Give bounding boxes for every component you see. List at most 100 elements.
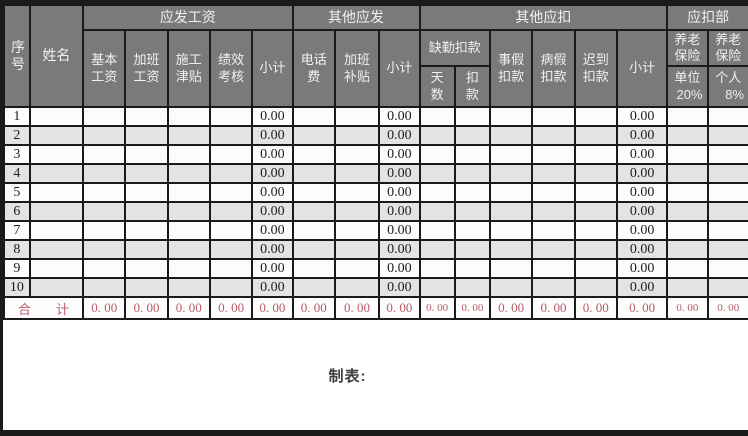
total-subtotal-other-payable[interactable]: 0. 00 [378,296,421,320]
cell-construction-allowance[interactable] [166,239,211,260]
cell-late-arrival[interactable] [573,258,618,279]
cell-overtime-salary[interactable] [124,220,169,241]
cell-num[interactable]: 7 [1,220,31,241]
cell-personal-leave[interactable] [488,163,534,184]
cell-num[interactable]: 8 [1,239,31,260]
cell-pension-employer[interactable] [666,277,709,298]
cell-base-salary[interactable] [82,239,127,260]
cell-subtotal-deduction[interactable]: 0.00 [615,201,669,222]
cell-subtotal-other-payable[interactable]: 0.00 [378,201,421,222]
cell-absence-amount[interactable] [453,277,492,298]
cell-phone-fee[interactable] [291,182,336,203]
cell-construction-allowance[interactable] [166,163,211,184]
cell-absence-amount[interactable] [453,144,492,165]
cell-subtotal-payable[interactable]: 0.00 [251,258,294,279]
cell-sick-leave[interactable] [531,163,576,184]
cell-subtotal-deduction[interactable]: 0.00 [615,277,669,298]
cell-absence-days[interactable] [418,277,456,298]
cell-subtotal-deduction[interactable]: 0.00 [615,239,669,260]
cell-num[interactable]: 5 [1,182,31,203]
cell-late-arrival[interactable] [573,239,618,260]
cell-overtime-salary[interactable] [124,163,169,184]
cell-performance-review[interactable] [208,106,254,127]
cell-absence-amount[interactable] [453,106,492,127]
cell-construction-allowance[interactable] [166,182,211,203]
cell-absence-days[interactable] [418,239,456,260]
cell-subtotal-payable[interactable]: 0.00 [251,125,294,146]
cell-subtotal-other-payable[interactable]: 0.00 [378,277,421,298]
cell-subtotal-deduction[interactable]: 0.00 [615,220,669,241]
cell-base-salary[interactable] [82,277,127,298]
cell-personal-leave[interactable] [488,125,534,146]
cell-phone-fee[interactable] [291,144,336,165]
cell-personal-leave[interactable] [488,258,534,279]
cell-overtime-salary[interactable] [124,106,169,127]
total-phone-fee[interactable]: 0. 00 [291,296,336,320]
cell-phone-fee[interactable] [291,239,336,260]
cell-pension-personal[interactable] [706,125,748,146]
cell-personal-leave[interactable] [488,201,534,222]
total-base-salary[interactable]: 0. 00 [82,296,127,320]
cell-overtime-allowance[interactable] [333,163,381,184]
cell-sick-leave[interactable] [531,201,576,222]
cell-performance-review[interactable] [208,277,254,298]
cell-pension-employer[interactable] [666,125,709,146]
cell-base-salary[interactable] [82,182,127,203]
cell-absence-days[interactable] [418,106,456,127]
cell-absence-days[interactable] [418,144,456,165]
cell-subtotal-payable[interactable]: 0.00 [251,239,294,260]
cell-overtime-salary[interactable] [124,125,169,146]
cell-subtotal-payable[interactable]: 0.00 [251,220,294,241]
cell-construction-allowance[interactable] [166,258,211,279]
cell-personal-leave[interactable] [488,106,534,127]
cell-base-salary[interactable] [82,201,127,222]
cell-name[interactable] [28,277,85,298]
cell-phone-fee[interactable] [291,277,336,298]
cell-subtotal-deduction[interactable]: 0.00 [615,258,669,279]
cell-overtime-allowance[interactable] [333,125,381,146]
cell-pension-personal[interactable] [706,201,748,222]
cell-sick-leave[interactable] [531,144,576,165]
cell-subtotal-deduction[interactable]: 0.00 [615,106,669,127]
cell-overtime-salary[interactable] [124,182,169,203]
cell-phone-fee[interactable] [291,201,336,222]
cell-absence-days[interactable] [418,201,456,222]
cell-late-arrival[interactable] [573,220,618,241]
cell-num[interactable]: 6 [1,201,31,222]
cell-absence-days[interactable] [418,163,456,184]
cell-absence-days[interactable] [418,220,456,241]
total-overtime-salary[interactable]: 0. 00 [124,296,169,320]
cell-phone-fee[interactable] [291,125,336,146]
cell-absence-amount[interactable] [453,125,492,146]
cell-phone-fee[interactable] [291,106,336,127]
cell-base-salary[interactable] [82,144,127,165]
cell-pension-employer[interactable] [666,144,709,165]
cell-absence-days[interactable] [418,258,456,279]
cell-overtime-salary[interactable] [124,144,169,165]
cell-sick-leave[interactable] [531,258,576,279]
cell-pension-personal[interactable] [706,258,748,279]
cell-subtotal-deduction[interactable]: 0.00 [615,125,669,146]
cell-name[interactable] [28,144,85,165]
cell-subtotal-payable[interactable]: 0.00 [251,277,294,298]
cell-pension-employer[interactable] [666,220,709,241]
cell-late-arrival[interactable] [573,277,618,298]
cell-pension-personal[interactable] [706,106,748,127]
cell-late-arrival[interactable] [573,125,618,146]
cell-overtime-allowance[interactable] [333,258,381,279]
cell-late-arrival[interactable] [573,144,618,165]
cell-overtime-allowance[interactable] [333,239,381,260]
cell-phone-fee[interactable] [291,163,336,184]
cell-subtotal-other-payable[interactable]: 0.00 [378,182,421,203]
cell-performance-review[interactable] [208,182,254,203]
cell-construction-allowance[interactable] [166,277,211,298]
total-absence-amount[interactable]: 0. 00 [453,296,492,320]
total-overtime-allowance[interactable]: 0. 00 [333,296,381,320]
total-pension-personal[interactable]: 0. 00 [706,296,748,320]
cell-personal-leave[interactable] [488,239,534,260]
cell-pension-employer[interactable] [666,258,709,279]
cell-subtotal-deduction[interactable]: 0.00 [615,163,669,184]
total-construction-allowance[interactable]: 0. 00 [166,296,211,320]
cell-subtotal-other-payable[interactable]: 0.00 [378,239,421,260]
cell-pension-employer[interactable] [666,201,709,222]
